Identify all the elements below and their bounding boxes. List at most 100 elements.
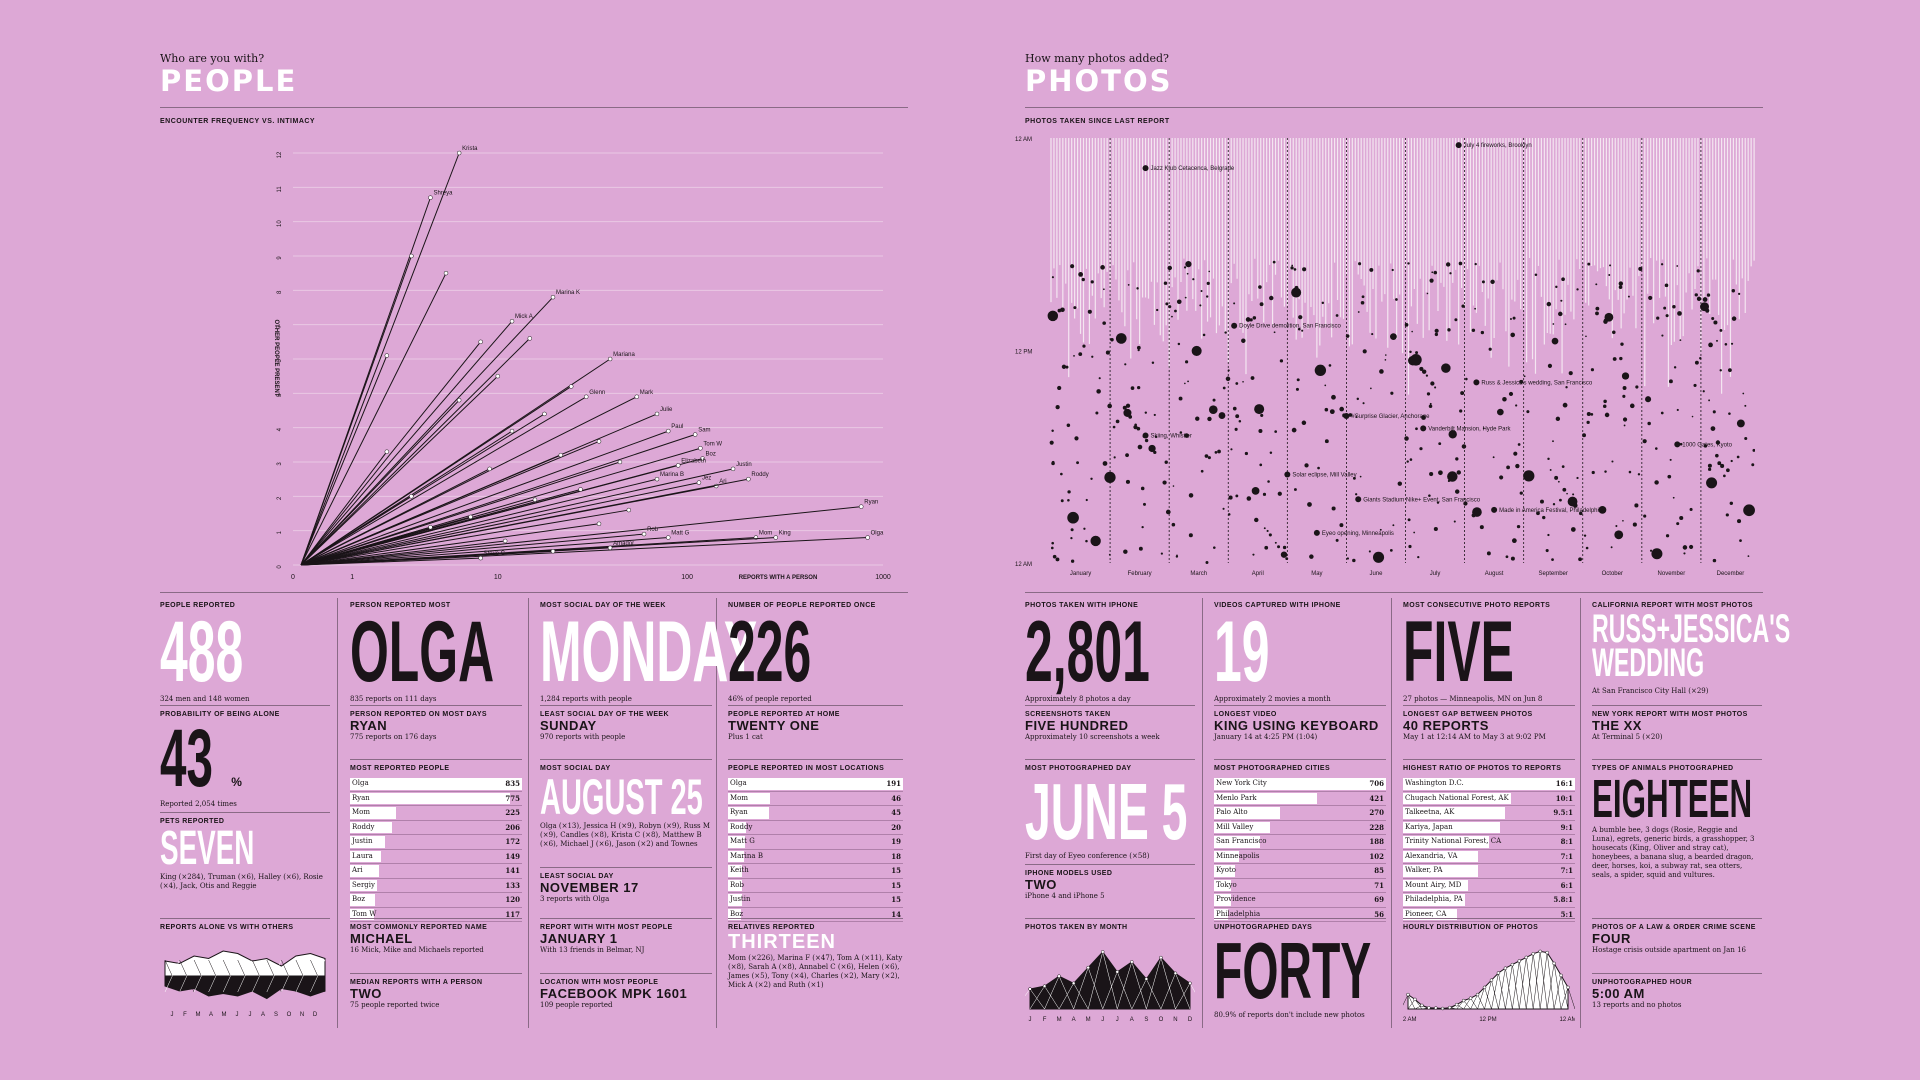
photo-dot [1090,477,1093,480]
photo-dot [1719,328,1723,332]
mesh-line [179,959,195,993]
mesh-line [1015,988,1031,1010]
photo-dot [1429,402,1432,405]
photo-dot [1656,316,1660,320]
annotation-label: #Surprise Glacier, Anchorage [1351,414,1430,420]
photo-dot [1277,491,1282,496]
photo-dot [1067,490,1071,494]
month-tick-label: S [274,1012,278,1018]
mountain-point [1503,966,1508,970]
photo-dot [1184,382,1186,385]
photo-dot [1142,502,1146,506]
photo-dot [1274,430,1278,433]
photo-dot [1642,439,1647,444]
encounter-point [666,428,671,434]
row-divider [1592,973,1762,974]
annotated-dot [1455,142,1462,149]
bar-name: Mill Valley [1216,822,1254,831]
photo-dot [1137,385,1141,390]
photo-dot [1200,290,1203,293]
mountain-point [1566,985,1570,990]
stat-value: MICHAEL [350,931,413,946]
bar-row: Mom 225 [350,806,522,821]
mountain-point [1538,949,1542,954]
photo-dot [1335,538,1339,542]
point-label: Marina K [556,290,580,296]
photo-dot [1591,470,1595,475]
bar-name: Tokyo [1216,880,1237,889]
mountain-point [1130,960,1134,964]
photo-dot [1700,302,1709,312]
photo-dot [1246,496,1252,501]
photo-dot [1708,399,1711,402]
photo-dot [1103,288,1105,291]
stat-label: MEDIAN REPORTS WITH A PERSON [350,979,483,986]
photo-dot [1677,311,1682,316]
photo-dot [1324,439,1329,444]
mesh-line [222,959,238,993]
bar-name: Justin [352,837,373,845]
photo-dot [1279,359,1284,363]
photo-dot [1587,262,1591,266]
bar-value: 71 [1374,880,1384,890]
mountain-point [1517,959,1522,963]
stat-label: PEOPLE REPORTED [160,602,236,609]
photo-dot [1419,447,1423,451]
photo-dot [1110,338,1114,342]
bar-value: 10:1 [1555,793,1573,803]
mesh-line [1498,968,1506,1010]
mesh-line [1491,980,1499,1010]
photo-dot [1421,369,1427,374]
photo-dot [1151,361,1155,364]
bar-value: 120 [505,895,520,904]
photo-dot [1274,541,1277,544]
row-divider [1025,759,1195,760]
mountain-point [1496,971,1501,975]
encounter-line [300,399,460,566]
photo-dot [1185,261,1192,268]
photo-dot [1660,263,1664,266]
photo-dot [1073,354,1075,357]
photo-dot [1328,364,1332,367]
photo-dot [1296,378,1300,382]
photo-dot [1747,555,1750,557]
bar-row: Philadelphia 56 [1214,908,1386,922]
month-tick-label: June [1369,571,1383,577]
photo-dot [1635,385,1639,389]
stat-sub: With 13 friends in Belmar, NJ [540,946,645,954]
stat-sub: 1,284 reports with people [540,695,632,703]
photo-dot [1628,470,1632,474]
stat-by-month: PHOTOS TAKEN BY MONTH J F M A M J J A S O N D [1015,924,1205,1036]
stat-videos: VIDEOS CAPTURED WITH IPHONE 19 Approxima… [1214,602,1386,704]
photo-dot [1546,301,1552,307]
photo-dot [1316,372,1318,375]
mesh-line [1146,978,1162,1010]
photo-dot [1637,473,1641,476]
stat-value: OLGA [350,604,495,700]
mesh-line [1102,971,1118,1010]
photo-dot [1660,411,1664,415]
stat-value: 226 [728,604,812,700]
photo-dot [1479,525,1484,530]
stat-label: MOST SOCIAL DAY [540,765,611,772]
photo-dot [1392,524,1395,527]
photo-dot [1263,527,1266,530]
month-tick-label: N [300,1012,304,1018]
photo-dot [1258,428,1263,433]
bar-name: Talkeetna, AK [1405,808,1455,816]
bar-value: 149 [505,851,520,861]
photo-dot [1356,397,1360,401]
bar-name: Justin [730,895,751,903]
stat-label: PETS REPORTED [160,818,225,825]
encounter-line [300,482,700,566]
month-tick-label: F [1043,1017,1047,1023]
annotation-label: July 4 fireworks, Brooklyn [1464,143,1532,149]
photo-dot [1608,273,1611,276]
point-label: Mariana [613,352,635,358]
photo-dot [1622,386,1627,390]
stat-label: MOST PHOTOGRAPHED DAY [1025,765,1132,772]
bar-name: Minneapolis [1216,851,1260,860]
mesh-line [1087,967,1103,1010]
photo-dot [1426,292,1429,295]
stat-value: RYAN [350,718,388,733]
